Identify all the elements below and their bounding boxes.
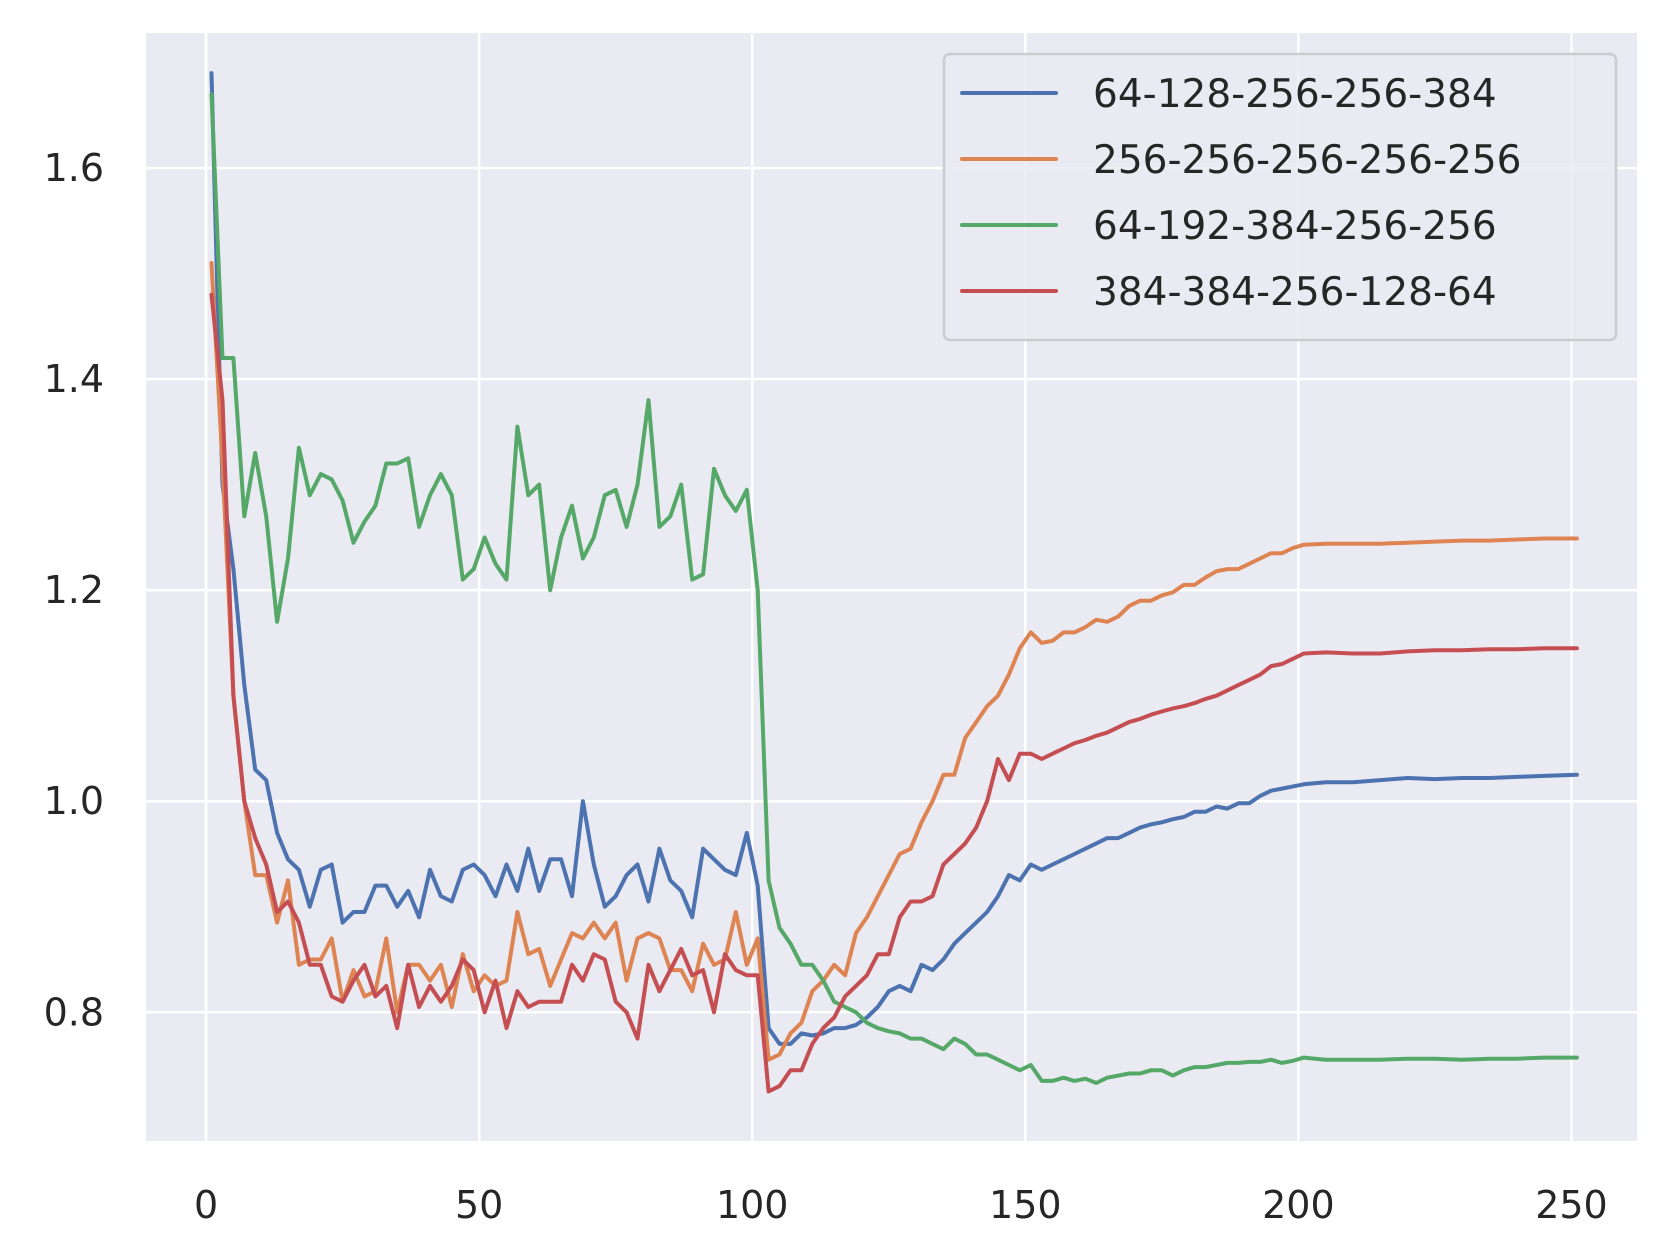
series-line-2	[209, 261, 1579, 1062]
legend-label-3: 64-192-384-256-256	[1093, 204, 1497, 249]
y-tick-label: 1.0	[44, 779, 104, 823]
y-axis-ticks: 0.8 1.0 1.2 1.4 1.6	[44, 146, 104, 1034]
x-axis-ticks: 0 50 100 150 200 250	[194, 1183, 1608, 1227]
x-tick-label: 250	[1535, 1183, 1608, 1227]
legend-label-4: 384-384-256-128-64	[1093, 270, 1497, 315]
series-line-4	[209, 292, 1579, 1094]
series-line-1	[209, 71, 1579, 1046]
x-tick-label: 0	[194, 1183, 218, 1227]
x-tick-label: 200	[1262, 1183, 1335, 1227]
series-lines	[209, 71, 1579, 1094]
y-tick-label: 1.4	[44, 357, 104, 401]
series-line-3	[209, 92, 1579, 1085]
x-tick-label: 150	[989, 1183, 1062, 1227]
y-tick-label: 1.2	[44, 568, 104, 612]
y-tick-label: 0.8	[44, 990, 104, 1034]
x-tick-label: 100	[716, 1183, 789, 1227]
legend: 64-128-256-256-384 256-256-256-256-256 64-…	[942, 52, 1618, 342]
legend-box	[942, 52, 1618, 342]
y-tick-label: 1.6	[44, 146, 104, 190]
x-tick-label: 50	[455, 1183, 503, 1227]
legend-label-1: 64-128-256-256-384	[1093, 72, 1497, 117]
legend-label-2: 256-256-256-256-256	[1093, 138, 1522, 183]
